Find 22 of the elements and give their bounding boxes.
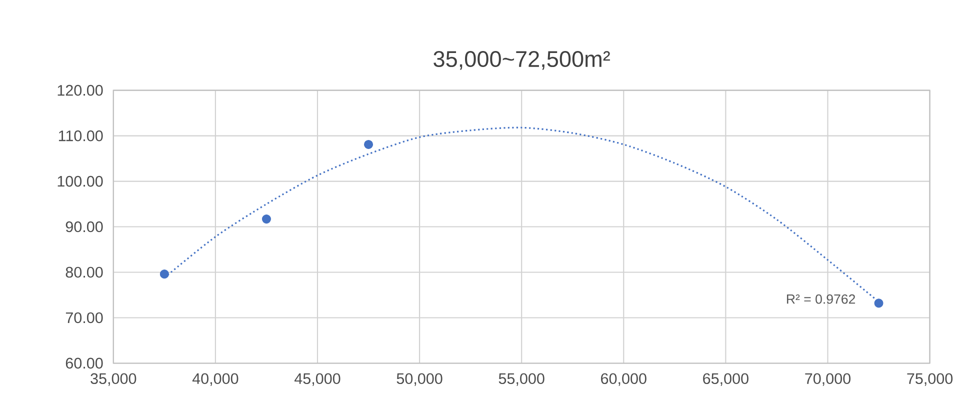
x-tick-label: 70,000 [805, 373, 850, 386]
x-tick-label: 65,000 [703, 373, 748, 386]
y-tick-label: 60.00 [66, 358, 103, 369]
y-tick-label: 80.00 [66, 266, 103, 278]
point [874, 298, 884, 308]
chart-title: 35,000~72,500m² [434, 51, 610, 70]
x-tick-label: 35,000 [90, 373, 136, 386]
y-tick-label: 120.00 [58, 84, 103, 96]
point [160, 270, 169, 279]
y-tick-label: 90.00 [66, 221, 103, 232]
y-tick-label: 70.00 [66, 312, 103, 324]
x-tick-label: 50,000 [396, 373, 442, 386]
y-tick-label: 110.00 [58, 130, 103, 142]
x-tick-label: 45,000 [294, 373, 340, 386]
point [262, 214, 271, 224]
x-tick-label: 40,000 [192, 373, 238, 386]
y-tick-label: 100.00 [58, 176, 103, 187]
point [364, 140, 374, 149]
x-tick-label: 60,000 [601, 373, 646, 386]
x-tick-label: 75,000 [907, 373, 953, 386]
annotation: R² = 0.9762 [786, 294, 856, 304]
x-tick-label: 55,000 [498, 373, 544, 386]
